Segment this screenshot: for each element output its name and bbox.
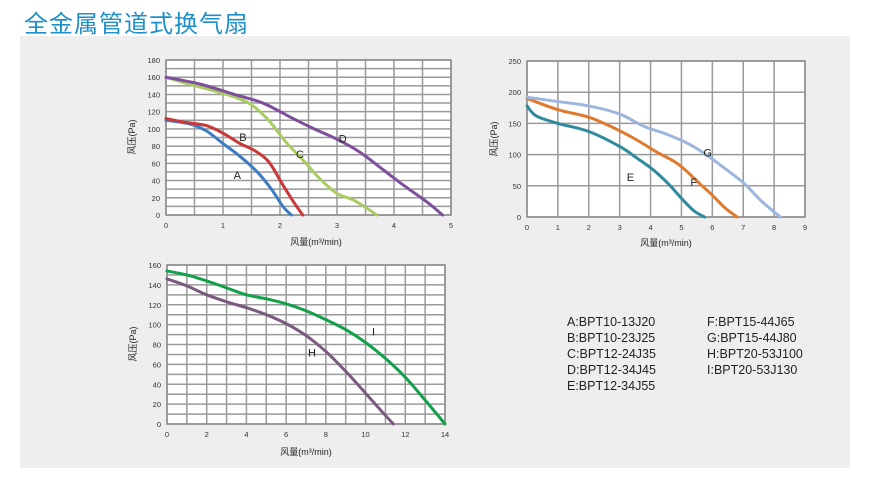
x-tick-label: 1 [221,221,225,230]
series-label-g: G [703,147,712,159]
y-tick-label: 180 [147,56,160,65]
y-tick-label: 0 [517,213,521,222]
chart-3: 0 2 4 6 8 10 12 14020406080100120140160风量(m³/mi… [128,261,449,457]
legend-item: A:BPT10-13J20 [567,315,656,329]
x-tick-label: 6 [284,430,288,439]
y-tick-label: 80 [152,142,160,151]
series-label-e: E [627,172,634,184]
x-tick-label: 8 [324,430,328,439]
x-axis-label: 风量(m³/min) [280,447,332,457]
y-axis-label: 风压(Pa) [489,121,499,156]
x-tick-label: 2 [205,430,209,439]
page-title: 全金属管道式换气扇 [24,10,249,38]
y-tick-label: 60 [153,360,161,369]
x-tick-label: 9 [803,223,807,232]
series-line-f [525,96,739,219]
plot-area [527,61,805,217]
y-tick-label: 20 [153,400,161,409]
plot-frame [165,59,452,216]
series-label-h: H [308,347,316,359]
y-tick-label: 160 [147,73,160,82]
plot-frame [166,264,446,425]
series-label-d: D [339,134,347,146]
series-label-a: A [234,170,242,182]
series-line-i [165,269,447,426]
y-tick-label: 140 [147,90,160,99]
x-tick-label: 2 [587,223,591,232]
y-tick-label: 100 [508,151,521,160]
x-tick-label: 5 [449,221,453,230]
chart-1: 0 1 2 3 4 5 0 20 40 60 80 100 120 140 160 180 风量(m³/min)… [127,56,453,247]
x-tick-label: 12 [401,430,409,439]
legend-item: G:BPT15-44J80 [707,331,797,345]
x-tick-label: 5 [679,223,683,232]
y-tick-label: 160 [148,261,161,270]
series-line-d [164,75,444,217]
y-tick-label: 250 [508,57,521,66]
x-tick-label: 10 [361,430,369,439]
legend-item: F:BPT15-44J65 [707,315,795,329]
y-tick-label: 200 [508,88,521,97]
y-tick-label: 120 [148,301,161,310]
x-tick-label: 0 [525,223,529,232]
y-tick-label: 50 [513,182,521,191]
x-tick-label: 4 [648,223,652,232]
x-tick-label: 3 [618,223,622,232]
x-tick-label: 6 [710,223,714,232]
x-tick-label: 4 [392,221,396,230]
x-axis-label: 风量(m³/min) [640,238,692,248]
y-axis-label: 风压(Pa) [128,326,138,361]
y-tick-label: 140 [148,281,161,290]
y-tick-label: 20 [152,194,160,203]
x-tick-label: 8 [772,223,776,232]
series-label-c: C [296,149,304,161]
series-line-a [164,118,293,217]
x-tick-label: 1 [556,223,560,232]
series-label-f: F [690,177,697,189]
series-line-h [165,277,395,426]
y-tick-label: 80 [153,341,161,350]
y-tick-label: 100 [148,321,161,330]
x-tick-label: 7 [741,223,745,232]
y-tick-label: 120 [147,108,160,117]
series-line-b [164,117,305,217]
series-line-c [164,75,379,217]
y-tick-label: 40 [152,177,160,186]
y-axis-label: 风压(Pa) [127,119,137,154]
x-tick-label: 2 [278,221,282,230]
legend-item: I:BPT20-53J130 [707,363,798,377]
legend-item: D:BPT12-34J45 [567,363,656,377]
legend-item: E:BPT12-34J55 [567,379,656,393]
legend-item: C:BPT12-24J35 [567,347,656,361]
x-tick-label: 3 [335,221,339,230]
series-label-b: B [239,132,246,144]
series-line-g [525,95,782,219]
y-tick-label: 0 [157,420,161,429]
x-tick-label: 14 [441,430,449,439]
x-tick-label: 0 [165,430,169,439]
y-tick-label: 40 [153,380,161,389]
x-tick-label: 4 [244,430,248,439]
y-tick-label: 60 [152,159,160,168]
series-label-i: I [372,327,375,339]
y-tick-label: 100 [147,125,160,134]
chart-2: 0 1 2 3 4 5 6 7 8 9 0 50 100 150 200 250 风量(m³/min) 风压(Pa… [489,57,807,248]
y-tick-label: 150 [508,119,521,128]
series-line-e [525,104,707,219]
legend-item: H:BPT20-53J100 [707,347,803,361]
model-legend: A:BPT10-13J20 F:BPT15-44J65 B:BPT10-23J2… [567,315,847,394]
legend-item: B:BPT10-23J25 [567,331,656,345]
x-axis-label: 风量(m³/min) [290,237,342,247]
y-tick-label: 0 [156,211,160,220]
x-tick-label: 0 [164,221,168,230]
plot-frame [526,60,806,218]
